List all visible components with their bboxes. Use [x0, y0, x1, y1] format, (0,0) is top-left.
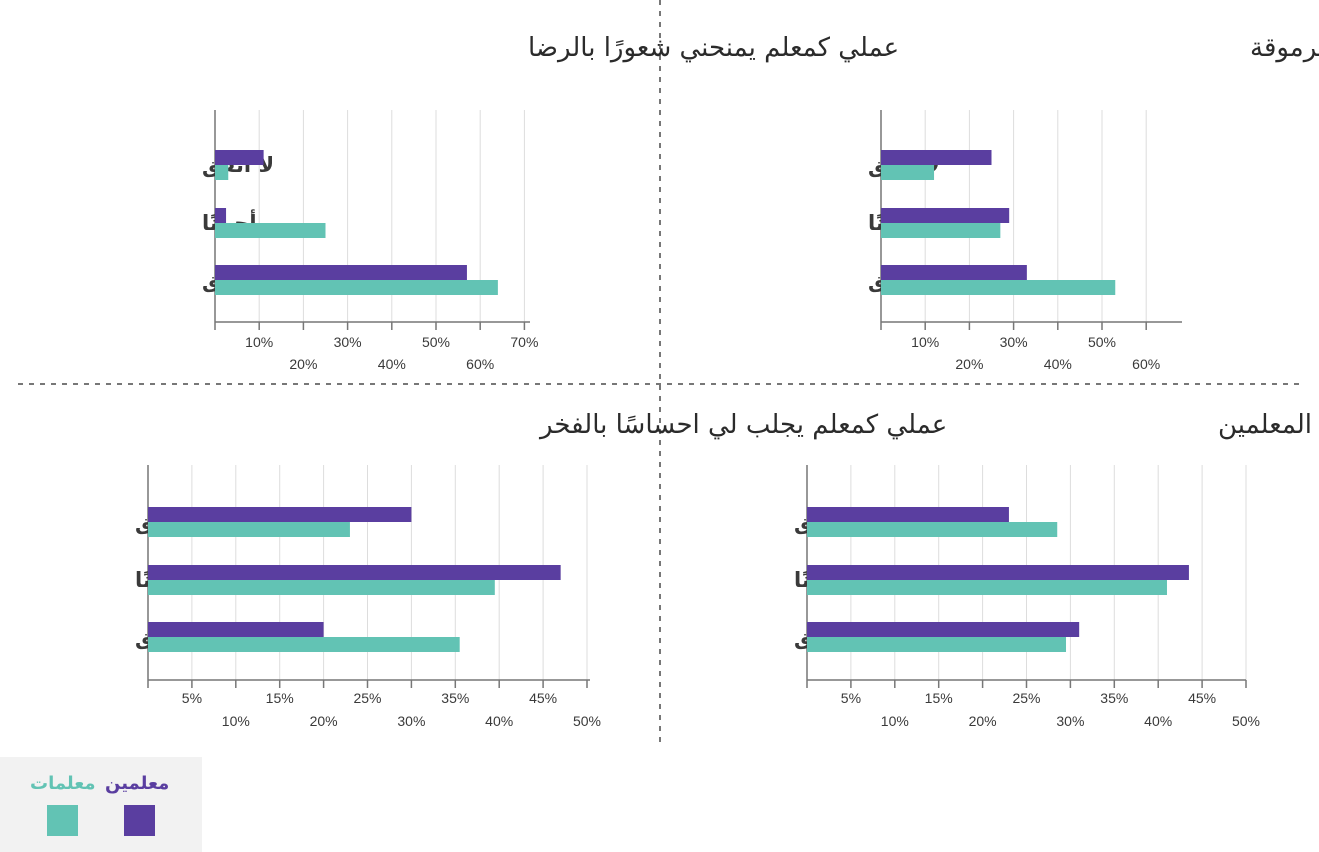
bar-men	[148, 622, 324, 637]
x-tick-label: 25%	[353, 690, 381, 706]
bar-women	[807, 580, 1167, 595]
x-tick-label: 45%	[529, 690, 557, 706]
x-tick-label: 30%	[397, 713, 425, 729]
bar-women	[148, 580, 495, 595]
x-tick-label: 25%	[1012, 690, 1040, 706]
bar-women	[215, 280, 498, 295]
legend-label-men: معلمين	[105, 773, 170, 794]
x-tick-label: 50%	[1088, 334, 1116, 350]
x-tick-label: 50%	[1232, 713, 1260, 729]
x-tick-label: 10%	[881, 713, 909, 729]
bar-women	[148, 637, 460, 652]
bar-men	[148, 507, 412, 522]
bar-men	[881, 208, 1010, 223]
x-tick-label: 30%	[1056, 713, 1084, 729]
bar-men	[881, 150, 992, 165]
legend-swatch-men	[124, 805, 155, 836]
x-tick-label: 5%	[841, 690, 861, 706]
charts-layer: عملي كمعلم يمنحني شعورًا بالرضا 10% 30% 50%…	[135, 33, 1319, 729]
chart-panel-4: أشعر أن المجتمع يقدر ويحترم المعلمين 5% 15…	[794, 406, 1319, 729]
bar-women	[148, 522, 350, 537]
bar-men	[148, 565, 561, 580]
chart-panel-2: عملي كمعلم يكسبني مكانة اجتماعية مرموقة 1…	[868, 33, 1319, 372]
bar-women	[881, 280, 1116, 295]
x-tick-label: 40%	[1144, 713, 1172, 729]
x-tick-label: 20%	[310, 713, 338, 729]
x-tick-label: 10%	[222, 713, 250, 729]
bar-men	[881, 265, 1027, 280]
chart-title: عملي كمعلم يجلب لي احساسًا بالفخر	[538, 410, 947, 440]
x-tick-label: 60%	[466, 356, 494, 372]
bar-men	[807, 622, 1080, 637]
x-tick-label: 30%	[334, 334, 362, 350]
x-tick-label: 35%	[441, 690, 469, 706]
x-tick-label: 20%	[969, 713, 997, 729]
x-tick-label: 20%	[289, 356, 317, 372]
bar-women	[807, 637, 1067, 652]
x-tick-label: 40%	[378, 356, 406, 372]
x-tick-label: 15%	[266, 690, 294, 706]
bar-women	[881, 165, 935, 180]
x-tick-label: 35%	[1100, 690, 1128, 706]
bar-men	[215, 265, 467, 280]
x-tick-label: 10%	[245, 334, 273, 350]
bar-women	[215, 165, 229, 180]
bar-women	[881, 223, 1001, 238]
chart-panel-3: عملي كمعلم يجلب لي احساسًا بالفخر 5% 15% 25…	[135, 410, 947, 729]
x-tick-label: 40%	[1044, 356, 1072, 372]
bar-women	[215, 223, 326, 238]
x-tick-label: 20%	[955, 356, 983, 372]
bar-men	[215, 150, 264, 165]
x-tick-label: 50%	[573, 713, 601, 729]
x-tick-label: 5%	[182, 690, 202, 706]
x-tick-label: 60%	[1132, 356, 1160, 372]
x-tick-label: 10%	[911, 334, 939, 350]
x-tick-label: 45%	[1188, 690, 1216, 706]
bar-women	[807, 522, 1058, 537]
bar-men	[215, 208, 227, 223]
chart-title: عملي كمعلم يكسبني مكانة اجتماعية مرموقة	[1250, 33, 1319, 63]
chart-title: عملي كمعلم يمنحني شعورًا بالرضا	[528, 33, 899, 63]
x-tick-label: 30%	[1000, 334, 1028, 350]
legend: معلمين معلمات	[0, 757, 202, 852]
legend-swatch-women	[47, 805, 78, 836]
x-tick-label: 40%	[485, 713, 513, 729]
bar-men	[807, 565, 1189, 580]
x-tick-label: 15%	[925, 690, 953, 706]
x-tick-label: 50%	[422, 334, 450, 350]
legend-label-women: معلمات	[30, 773, 96, 794]
chart-panel-1: عملي كمعلم يمنحني شعورًا بالرضا 10% 30% 50%…	[202, 33, 899, 372]
x-tick-label: 70%	[510, 334, 538, 350]
chart-title: أشعر أن المجتمع يقدر ويحترم المعلمين	[1218, 406, 1319, 440]
bar-men	[807, 507, 1009, 522]
